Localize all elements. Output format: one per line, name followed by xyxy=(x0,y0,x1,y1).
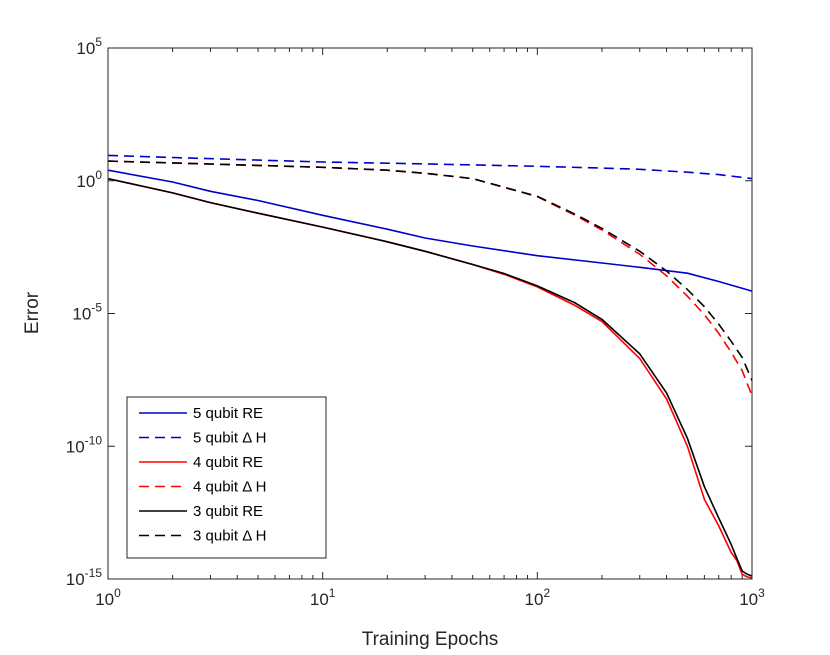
series-line-5 xyxy=(107,160,753,381)
y-axis-label: Error xyxy=(22,291,43,334)
x-tick-label: 102 xyxy=(525,586,551,609)
y-tick-base: 10 xyxy=(72,305,91,324)
series-line-4 xyxy=(107,177,753,577)
y-tick-exponent: 5 xyxy=(95,35,102,49)
x-tick-exponent: 1 xyxy=(329,586,336,600)
x-tick-exponent: 2 xyxy=(543,586,550,600)
y-tick-exponent: -10 xyxy=(85,433,103,447)
y-tick-base: 10 xyxy=(66,570,85,589)
x-tick-base: 10 xyxy=(525,590,544,609)
y-tick-exponent: -5 xyxy=(91,301,102,315)
legend-label: 3 qubit RE xyxy=(193,503,263,520)
y-tick-exponent: 0 xyxy=(95,168,102,182)
y-tick-label: 105 xyxy=(76,35,102,58)
legend-label: 4 qubit RE xyxy=(193,454,263,471)
y-tick-exponent: -15 xyxy=(85,566,103,580)
legend-label: 4 qubit Δ H xyxy=(193,479,266,496)
y-tick-base: 10 xyxy=(66,437,85,456)
x-tick-base: 10 xyxy=(95,590,114,609)
series-line-0 xyxy=(107,169,753,292)
y-tick-label: 10-15 xyxy=(66,566,103,589)
legend-label: 5 qubit Δ H xyxy=(193,430,266,447)
y-tick-label: 10-10 xyxy=(66,433,103,456)
x-tick-exponent: 3 xyxy=(758,586,765,600)
x-tick-label: 100 xyxy=(95,586,121,609)
legend-label: 3 qubit Δ H xyxy=(193,528,266,545)
x-tick-label: 103 xyxy=(739,586,765,609)
x-axis-label: Training Epochs xyxy=(362,629,499,650)
x-tick-label: 101 xyxy=(310,586,336,609)
y-tick-base: 10 xyxy=(76,39,95,58)
y-tick-base: 10 xyxy=(76,172,95,191)
y-tick-label: 10-5 xyxy=(72,301,102,324)
y-tick-label: 100 xyxy=(76,168,102,191)
legend-label: 5 qubit RE xyxy=(193,405,263,422)
x-tick-exponent: 0 xyxy=(114,586,121,600)
legend-box xyxy=(126,396,327,559)
series-layer xyxy=(107,154,753,579)
legend: 5 qubit RE 5 qubit Δ H 4 qubit RE 4 qubit Δ… xyxy=(126,396,327,559)
series-line-1 xyxy=(107,154,753,180)
x-tick-base: 10 xyxy=(739,590,758,609)
x-tick-base: 10 xyxy=(310,590,329,609)
